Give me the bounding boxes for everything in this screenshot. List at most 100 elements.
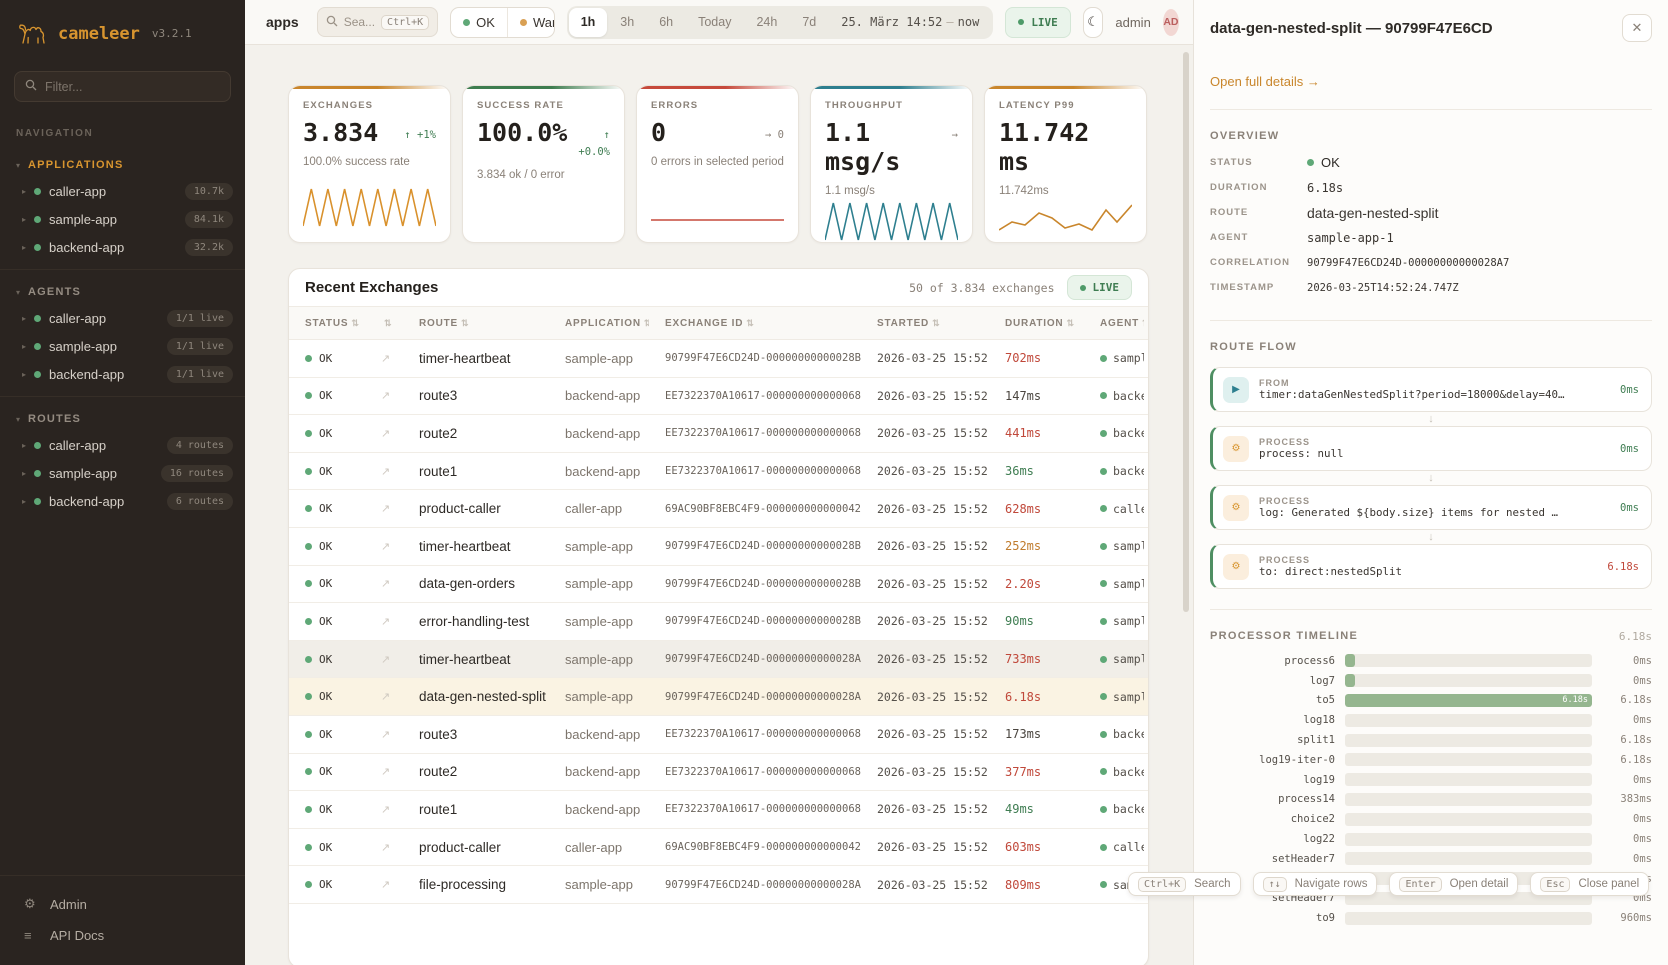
range-button-24h[interactable]: 24h xyxy=(756,15,778,29)
column-header-application[interactable]: APPLICATION⇅ xyxy=(549,318,649,329)
status-filter-ok[interactable]: OK xyxy=(451,7,508,37)
range-button-6h[interactable]: 6h xyxy=(659,15,674,29)
sidebar-item-sample-app[interactable]: ▸ sample-app 1/1 live xyxy=(0,332,245,360)
ok-dot-icon xyxy=(305,655,312,663)
open-exchange-icon[interactable]: ↗ xyxy=(381,653,391,666)
open-full-details-link[interactable]: Open full details → xyxy=(1210,74,1320,89)
exchange-id-cell: 90799F47E6CD24D-00000000000028A7 xyxy=(665,690,861,703)
sidebar-item-backend-app[interactable]: ▸ backend-app 1/1 live xyxy=(0,360,245,388)
chevron-right-icon: ▸ xyxy=(22,468,27,478)
flow-step-4[interactable]: ⚙ PROCESS to: direct:nestedSplit 6.18s xyxy=(1210,544,1652,589)
table-row[interactable]: OK ↗ timer-heartbeat sample-app 90799F47E6CD… xyxy=(289,528,1148,566)
open-exchange-icon[interactable]: ↗ xyxy=(381,390,391,403)
timeline-bar-label: 6.18s xyxy=(1562,694,1588,705)
flow-step-endpoint: to: direct:nestedSplit xyxy=(1259,565,1403,578)
open-exchange-icon[interactable]: ↗ xyxy=(381,615,391,628)
kpi-sparkline xyxy=(998,198,1133,242)
table-row[interactable]: OK ↗ file-processing sample-app 90799F47E6CD… xyxy=(289,866,1148,904)
shortcut-search: Ctrl+K Search xyxy=(1128,872,1241,896)
kpi-subtitle: 100.0% success rate xyxy=(303,155,410,168)
range-button-1h[interactable]: 1h xyxy=(568,7,608,37)
date-range[interactable]: 25. März 14:52— now xyxy=(841,15,980,29)
agent-dot-icon xyxy=(1100,429,1107,437)
apps-tab[interactable]: apps xyxy=(266,14,299,30)
sidebar-item-sample-app[interactable]: ▸ sample-app 16 routes xyxy=(0,459,245,487)
column-header-duration[interactable]: DURATION ⇅ xyxy=(989,318,1084,329)
flow-step-2[interactable]: ⚙ PROCESS process: null 0ms xyxy=(1210,426,1652,471)
section-header-routes[interactable]: ▾ ROUTES xyxy=(0,407,245,431)
footer-item-admin[interactable]: ⚙ Admin xyxy=(0,888,245,920)
theme-toggle[interactable]: ☾ xyxy=(1082,6,1104,38)
open-exchange-icon[interactable]: ↗ xyxy=(381,879,391,892)
open-exchange-icon[interactable]: ↗ xyxy=(381,803,391,816)
sidebar-filter[interactable] xyxy=(14,71,231,102)
sidebar-item-caller-app[interactable]: ▸ caller-app 10.7k xyxy=(0,177,245,205)
kpi-label: ERRORS xyxy=(651,100,699,111)
live-toggle[interactable]: LIVE xyxy=(1005,6,1071,38)
column-header-started[interactable]: STARTED ⇅ xyxy=(861,318,989,329)
table-row[interactable]: OK ↗ route2 backend-app EE7322370A10617-0000… xyxy=(289,754,1148,792)
divider xyxy=(1210,320,1652,321)
table-row[interactable]: OK ↗ route1 backend-app EE7322370A10617-0000… xyxy=(289,791,1148,829)
open-exchange-icon[interactable]: ↗ xyxy=(381,540,391,553)
open-exchange-icon[interactable]: ↗ xyxy=(381,766,391,779)
kpi-label: THROUGHPUT xyxy=(825,100,904,111)
exchange-id-cell: 69AC90BF8EBC4F9-000000000000042A xyxy=(665,841,861,854)
flow-step-3[interactable]: ⚙ PROCESS log: Generated ${body.size} item… xyxy=(1210,485,1652,530)
open-exchange-icon[interactable]: ↗ xyxy=(381,691,391,704)
table-row[interactable]: OK ↗ data-gen-orders sample-app 90799F47E6CD… xyxy=(289,566,1148,604)
table-row[interactable]: OK ↗ route3 backend-app EE7322370A10617-0000… xyxy=(289,378,1148,416)
column-header-exchange-id[interactable]: EXCHANGE ID ⇅ xyxy=(649,318,861,329)
close-panel-button[interactable]: ✕ xyxy=(1622,14,1652,42)
status-filter-warn[interactable]: Warn xyxy=(508,8,554,37)
table-row[interactable]: OK ↗ timer-heartbeat sample-app 90799F47E6CD… xyxy=(289,640,1148,679)
kpi-value-row: 11.742 ms xyxy=(999,118,1132,177)
table-row[interactable]: OK ↗ data-gen-nested-split sample-app 90799F… xyxy=(289,678,1148,716)
section-header-applications[interactable]: ▾ APPLICATIONS xyxy=(0,153,245,177)
open-exchange-icon[interactable]: ↗ xyxy=(381,465,391,478)
table-row[interactable]: OK ↗ timer-heartbeat sample-app 90799F47E6CD… xyxy=(289,340,1148,378)
avatar[interactable]: AD xyxy=(1162,8,1179,36)
sidebar-item-caller-app[interactable]: ▸ caller-app 1/1 live xyxy=(0,304,245,332)
section-header-agents[interactable]: ▾ AGENTS xyxy=(0,280,245,304)
table-row[interactable]: OK ↗ route1 backend-app EE7322370A10617-0000… xyxy=(289,453,1148,491)
open-exchange-icon[interactable]: ↗ xyxy=(381,841,391,854)
camel-logo-icon xyxy=(16,16,48,51)
username[interactable]: admin xyxy=(1115,14,1151,30)
column-header-icon[interactable]: ⇅ xyxy=(365,318,403,329)
column-header-status[interactable]: STATUS ⇅ xyxy=(289,318,365,329)
column-header-agent[interactable]: AGENT⇅ xyxy=(1084,318,1144,329)
agent-cell: caller xyxy=(1084,840,1144,854)
route-cell: timer-heartbeat xyxy=(419,651,511,667)
route-cell: route1 xyxy=(419,463,458,479)
open-exchange-icon[interactable]: ↗ xyxy=(381,503,391,516)
open-exchange-icon[interactable]: ↗ xyxy=(381,427,391,440)
table-row[interactable]: OK ↗ route2 backend-app EE7322370A10617-0000… xyxy=(289,415,1148,453)
flow-step-1[interactable]: ▶ FROM timer:dataGenNestedSplit?period=180… xyxy=(1210,367,1652,412)
range-button-3h[interactable]: 3h xyxy=(620,15,635,29)
column-header-route[interactable]: ROUTE ⇅ xyxy=(403,318,549,329)
table-row[interactable]: OK ↗ product-caller caller-app 69AC90BF8EBC4… xyxy=(289,490,1148,528)
kpi-subtitle: 3.834 ok / 0 error xyxy=(477,168,565,181)
table-row[interactable]: OK ↗ error-handling-test sample-app 90799F47… xyxy=(289,603,1148,641)
sidebar-item-backend-app[interactable]: ▸ backend-app 6 routes xyxy=(0,487,245,515)
filter-input[interactable] xyxy=(45,79,220,94)
table-row[interactable]: OK ↗ product-caller caller-app 69AC90BF8EBC4… xyxy=(289,829,1148,867)
agent-cell: sample xyxy=(1084,577,1144,591)
overview-row-agent: AGENT sample-app-1 xyxy=(1210,225,1652,250)
scrollbar-thumb[interactable] xyxy=(1183,52,1189,612)
range-button-7d[interactable]: 7d xyxy=(802,15,817,29)
overview-row-timestamp: TIMESTAMP 2026-03-25T14:52:24.747Z xyxy=(1210,275,1652,300)
open-exchange-icon[interactable]: ↗ xyxy=(381,578,391,591)
route-cell: route2 xyxy=(419,425,458,441)
table-row[interactable]: OK ↗ route3 backend-app EE7322370A10617-0000… xyxy=(289,716,1148,754)
footer-item-api-docs[interactable]: ≡ API Docs xyxy=(0,920,245,951)
kpi-value: 100.0% xyxy=(477,118,568,147)
global-search[interactable]: Sea... Ctrl+K xyxy=(316,7,439,37)
open-exchange-icon[interactable]: ↗ xyxy=(381,728,391,741)
sidebar-item-caller-app[interactable]: ▸ caller-app 4 routes xyxy=(0,431,245,459)
sidebar-item-sample-app[interactable]: ▸ sample-app 84.1k xyxy=(0,205,245,233)
range-button-today[interactable]: Today xyxy=(698,15,732,29)
open-exchange-icon[interactable]: ↗ xyxy=(381,352,391,365)
sidebar-item-backend-app[interactable]: ▸ backend-app 32.2k xyxy=(0,233,245,261)
